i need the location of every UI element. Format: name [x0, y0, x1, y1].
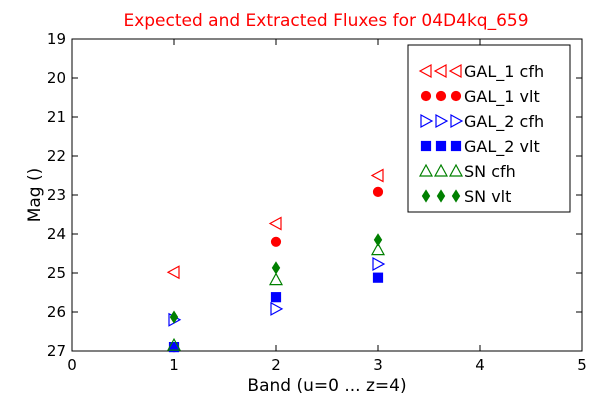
legend-label: SN cfh: [464, 162, 516, 181]
legend-label: GAL_1 cfh: [464, 62, 544, 82]
data-point: [370, 168, 384, 183]
x-tick-label: 2: [271, 356, 281, 374]
data-points: [166, 168, 386, 353]
x-tick-label: 3: [373, 356, 383, 374]
legend-marker: [418, 63, 432, 79]
legend-marker: [450, 113, 464, 129]
y-tick-label: 19: [47, 30, 66, 48]
legend-marker: [450, 90, 462, 102]
data-point: [372, 186, 384, 197]
x-tick-label: 0: [67, 356, 77, 374]
data-point: [268, 272, 284, 286]
legend-label: GAL_2 vlt: [464, 137, 540, 157]
legend-label: GAL_2 cfh: [464, 112, 544, 132]
legend-marker: [420, 140, 432, 152]
legend-label: GAL_1 vlt: [464, 87, 540, 107]
y-axis-label: Mag (): [25, 168, 45, 223]
legend-marker: [435, 113, 449, 129]
data-point: [271, 261, 281, 275]
data-point: [372, 272, 384, 283]
x-tick-label: 5: [577, 356, 587, 374]
data-point: [373, 233, 383, 247]
legend-marker: [420, 90, 432, 102]
y-tick-label: 21: [47, 108, 66, 126]
data-point: [268, 216, 282, 231]
data-point: [270, 292, 282, 303]
x-axis-label: Band (u=0 ... z=4): [247, 376, 406, 396]
y-tick-label: 26: [47, 303, 66, 321]
data-point: [270, 236, 282, 247]
data-point: [270, 301, 284, 316]
legend-marker: [448, 163, 464, 177]
y-tick-label: 23: [47, 186, 66, 204]
legend: GAL_1 cfh GAL_1 vlt GAL_2 cfh GAL_2 vlt SN c…: [407, 44, 571, 213]
legend-marker: [435, 140, 447, 152]
y-tick-label: 22: [47, 147, 66, 165]
data-point: [370, 242, 386, 256]
legend-marker: [451, 189, 461, 203]
legend-marker: [448, 63, 462, 79]
data-point: [166, 337, 182, 351]
y-tick-label: 27: [47, 342, 66, 360]
data-point: [166, 265, 180, 280]
legend-box: [407, 44, 571, 213]
y-tick-label: 24: [47, 225, 66, 243]
x-tick-label: 1: [169, 356, 179, 374]
data-point: [169, 310, 179, 324]
legend-marker: [435, 90, 447, 102]
chart-title: Expected and Extracted Fluxes for 04D4kq…: [123, 11, 528, 31]
legend-label: SN vlt: [464, 187, 511, 206]
y-tick-label: 25: [47, 264, 66, 282]
legend-marker: [433, 63, 447, 79]
legend-marker: [420, 113, 434, 129]
legend-marker: [418, 163, 434, 177]
legend-marker: [436, 189, 446, 203]
legend-marker: [433, 163, 449, 177]
legend-marker: [450, 140, 462, 152]
x-tick-label: 4: [475, 356, 485, 374]
y-tick-label: 20: [47, 69, 66, 87]
data-point: [372, 257, 386, 272]
legend-marker: [421, 189, 431, 203]
